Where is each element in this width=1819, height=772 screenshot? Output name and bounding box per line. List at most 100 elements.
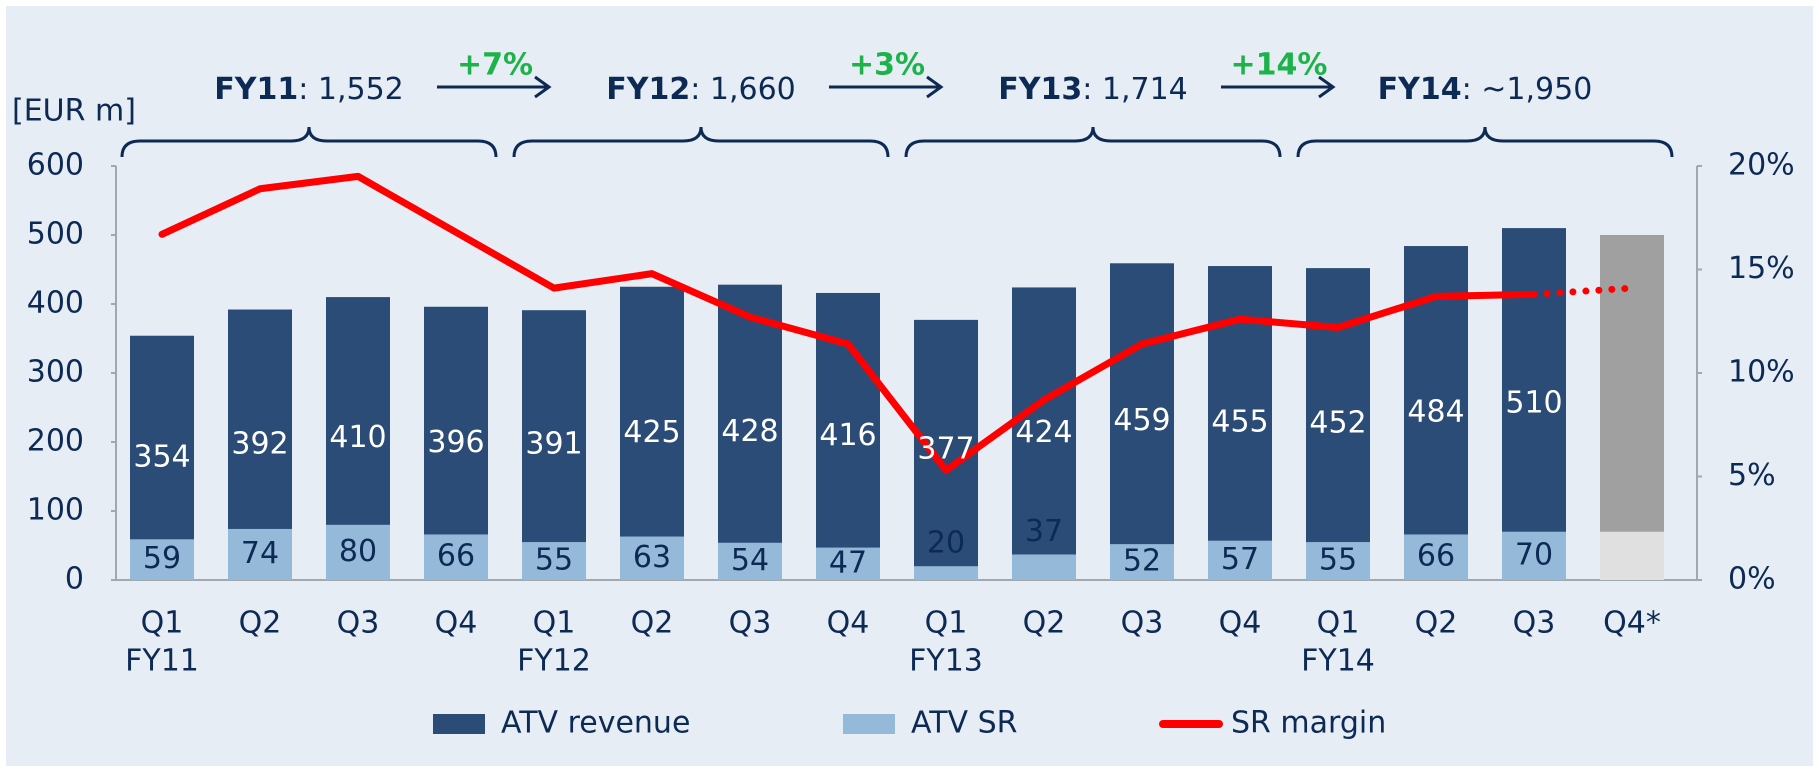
- bar: [1600, 531, 1664, 580]
- value-label: 63: [633, 540, 671, 575]
- value-label: 392: [231, 426, 288, 461]
- y-tick-label: 400: [27, 286, 84, 321]
- bar: [522, 542, 586, 580]
- group-total: : 1,714: [1082, 72, 1188, 107]
- y-tick-label: 0: [65, 562, 84, 597]
- y-tick-label: 100: [27, 493, 84, 528]
- x-tick-label: Q2: [239, 606, 282, 641]
- bar: [1502, 228, 1566, 580]
- legend-swatch: [843, 714, 895, 734]
- bar: [1306, 542, 1370, 580]
- bar: [326, 524, 390, 580]
- group-name: FY14: [1378, 72, 1462, 107]
- bar: [1012, 287, 1076, 580]
- bracket: [904, 126, 1282, 158]
- bar: [620, 536, 684, 580]
- x-tick-label: Q2: [1023, 606, 1066, 641]
- value-label: 54: [731, 543, 769, 578]
- year-label: FY13: [909, 644, 983, 679]
- y2-tick-label: 0%: [1728, 562, 1776, 597]
- x-tick-label: Q2: [631, 606, 674, 641]
- value-label: 377: [917, 431, 974, 466]
- year-label: FY14: [1301, 644, 1375, 679]
- value-label: 510: [1505, 386, 1562, 421]
- x-tick-label: Q3: [729, 606, 772, 641]
- y-tick-label: 600: [27, 148, 84, 183]
- bracket: [512, 126, 890, 158]
- group-label: FY12: 1,660: [606, 72, 796, 107]
- value-label: 391: [525, 427, 582, 462]
- y2-tick-label: 20%: [1728, 148, 1795, 183]
- year-label: FY11: [125, 644, 199, 679]
- y2-tick-label: 15%: [1728, 251, 1795, 286]
- value-label: 484: [1407, 395, 1464, 430]
- group-name: FY12: [606, 72, 690, 107]
- value-label: 424: [1015, 415, 1072, 450]
- group-name: FY13: [998, 72, 1082, 107]
- bar: [1012, 554, 1076, 580]
- group-name: FY11: [214, 72, 298, 107]
- value-label: 37: [1025, 514, 1063, 549]
- value-label: 425: [623, 415, 680, 450]
- bar: [130, 539, 194, 580]
- bar: [914, 566, 978, 580]
- x-tick-label: Q1: [533, 606, 576, 641]
- value-label: 410: [329, 420, 386, 455]
- y-tick-label: 200: [27, 424, 84, 459]
- x-tick-label: Q3: [1121, 606, 1164, 641]
- growth-label: +3%: [849, 48, 925, 83]
- bar: [718, 542, 782, 580]
- y-tick-label: 300: [27, 355, 84, 390]
- value-label: 66: [437, 539, 475, 574]
- bar: [1502, 531, 1566, 580]
- group-total: : ~1,950: [1462, 72, 1593, 107]
- group-total: : 1,552: [298, 72, 404, 107]
- x-tick-label: Q1: [1317, 606, 1360, 641]
- legend-swatch: [433, 714, 485, 734]
- x-tick-label: Q3: [1513, 606, 1556, 641]
- value-label: 80: [339, 534, 377, 569]
- y-tick-label: 500: [27, 217, 84, 252]
- bar: [914, 319, 978, 580]
- arrow-head: [1318, 75, 1336, 99]
- y-unit-label: [EUR m]: [12, 94, 136, 129]
- value-label: 396: [427, 425, 484, 460]
- value-label: 70: [1515, 537, 1553, 572]
- bar: [620, 286, 684, 580]
- value-label: 52: [1123, 544, 1161, 579]
- x-tick-label: Q4: [435, 606, 478, 641]
- x-tick-label: Q2: [1415, 606, 1458, 641]
- bar: [1404, 534, 1468, 580]
- value-label: 74: [241, 536, 279, 571]
- group-label: FY14: ~1,950: [1378, 72, 1593, 107]
- x-tick-label: Q1: [925, 606, 968, 641]
- x-tick-label: Q4: [1219, 606, 1262, 641]
- bar: [816, 547, 880, 580]
- x-tick-label: Q4*: [1603, 606, 1661, 641]
- bar: [1208, 540, 1272, 580]
- group-label: FY11: 1,552: [214, 72, 404, 107]
- x-tick-label: Q4: [827, 606, 870, 641]
- group-total: : 1,660: [690, 72, 796, 107]
- value-label: 55: [1319, 543, 1357, 578]
- value-label: 459: [1113, 403, 1170, 438]
- bar: [1110, 263, 1174, 580]
- bar: [522, 310, 586, 580]
- value-label: 59: [143, 541, 181, 576]
- bracket: [120, 126, 498, 158]
- value-label: 452: [1309, 406, 1366, 441]
- growth-label: +14%: [1231, 48, 1328, 83]
- group-label: FY13: 1,714: [998, 72, 1188, 107]
- value-label: 55: [535, 543, 573, 578]
- arrow-head: [534, 75, 552, 99]
- growth-label: +7%: [457, 48, 533, 83]
- value-label: 57: [1221, 542, 1259, 577]
- bar: [1110, 544, 1174, 580]
- value-label: 354: [133, 439, 190, 474]
- line: [1530, 284, 1636, 298]
- value-label: 66: [1417, 539, 1455, 574]
- bracket: [1296, 126, 1674, 158]
- value-label: 455: [1211, 405, 1268, 440]
- value-label: 416: [819, 418, 876, 453]
